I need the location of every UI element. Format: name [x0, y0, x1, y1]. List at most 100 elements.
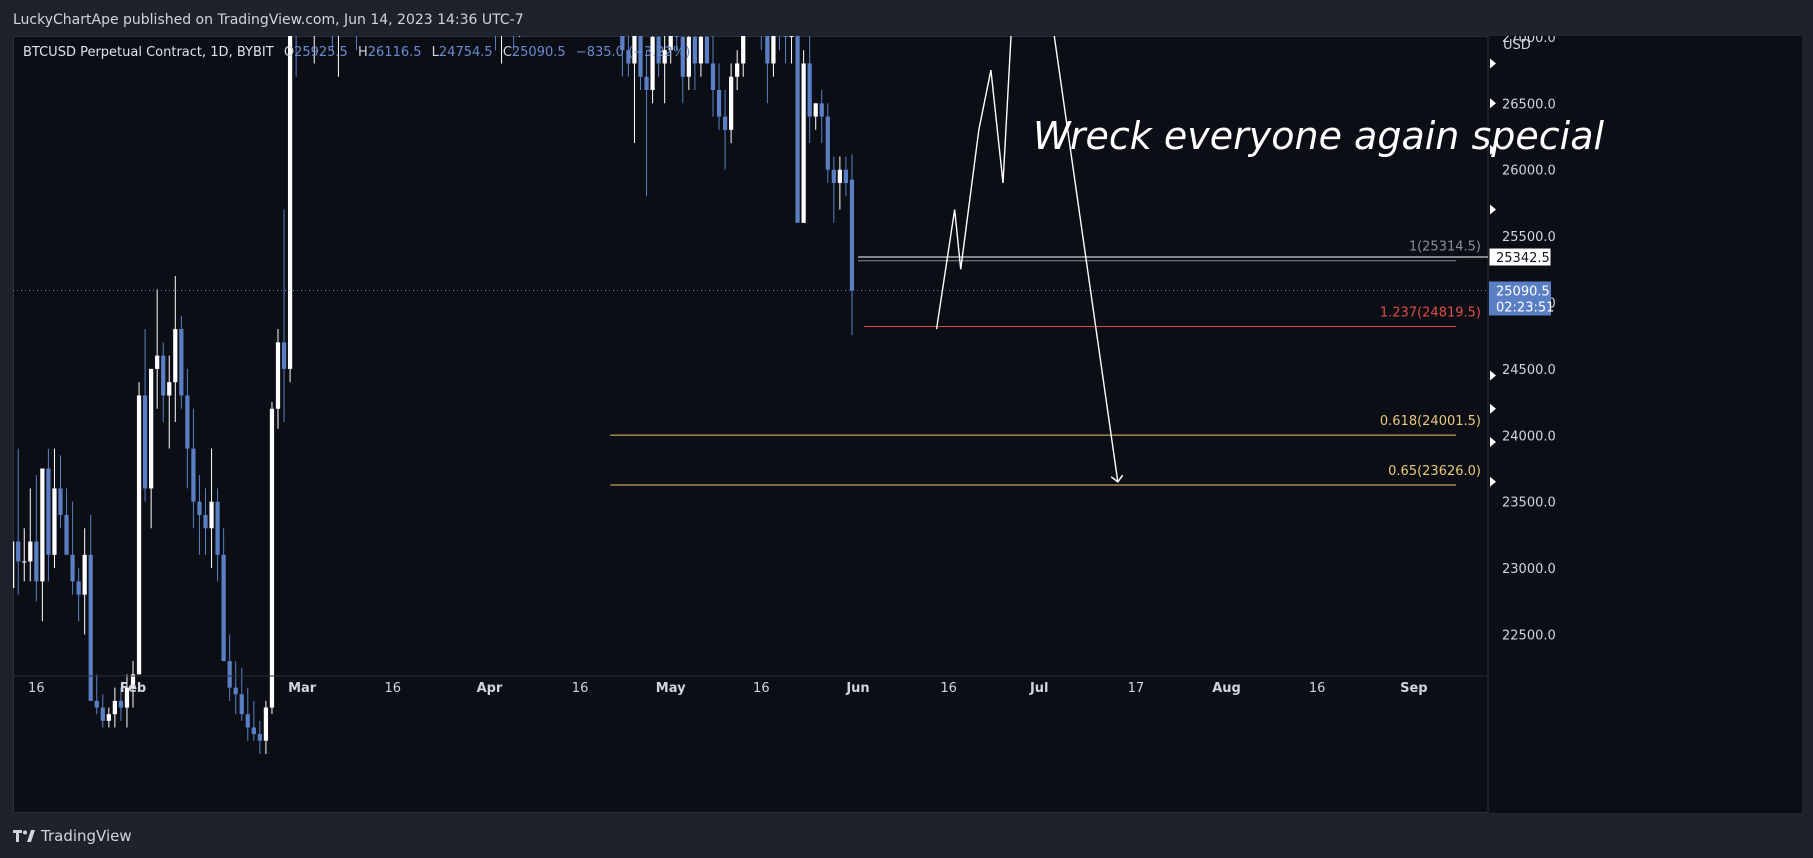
price-axis-marker-icon: [1490, 58, 1496, 69]
fib-level-label: 0.618(24001.5): [1380, 414, 1481, 429]
candle-body: [40, 468, 45, 582]
candle-body: [233, 687, 238, 695]
projection-drawing: [935, 36, 1118, 482]
candle-body: [656, 36, 661, 64]
time-tick-label: Feb: [120, 681, 146, 696]
candle-body: [765, 36, 770, 64]
candle-body: [662, 50, 667, 64]
close-label: C: [502, 45, 512, 60]
price-axis[interactable]: 31000.030500.030000.029500.029000.028500…: [858, 36, 1802, 813]
footer-brand-name: TradingView: [41, 827, 132, 845]
open-label: O: [283, 45, 295, 60]
last-price-label: 25090.5: [1496, 284, 1550, 299]
price-tick-label: 27000.0: [1502, 36, 1556, 46]
candle-body: [735, 63, 740, 77]
candle-body: [13, 541, 15, 589]
candle-body: [16, 541, 21, 562]
low-label: L: [431, 45, 439, 60]
time-tick-label: 16: [1309, 681, 1326, 696]
price-tick-label: 22500.0: [1502, 629, 1556, 644]
candle-body: [269, 408, 275, 708]
time-tick-label: Sep: [1400, 681, 1428, 696]
candle-body: [251, 727, 256, 735]
candle-body: [789, 36, 794, 37]
change-value: −835.0 (−3.22%): [575, 45, 691, 60]
published-by-header: LuckyChartApe published on TradingView.c…: [13, 12, 524, 28]
candle-body: [638, 36, 643, 77]
candle-body: [287, 36, 293, 369]
ref-price-tag[interactable]: [1488, 247, 1552, 267]
candle-body: [722, 116, 728, 130]
candle-body: [729, 76, 734, 130]
price-tick-label: 23500.0: [1502, 496, 1556, 511]
candle-body: [191, 448, 196, 502]
candle-body: [227, 661, 232, 688]
time-tick-label: 16: [753, 681, 770, 696]
price-tick-label: 25500.0: [1502, 230, 1556, 245]
time-tick-label: Aug: [1212, 681, 1241, 696]
candle-body: [28, 541, 33, 562]
candle-body: [221, 554, 226, 662]
projection-path[interactable]: [935, 36, 1118, 482]
footer-brand[interactable]: TradingView: [13, 824, 132, 848]
candle-body: [76, 581, 81, 595]
candle-body: [843, 169, 849, 183]
candle-body: [239, 694, 244, 715]
fib-level-label: 1(25314.5): [1409, 240, 1481, 255]
symbol-name[interactable]: BTCUSD Perpetual Contract, 1D, BYBIT: [23, 45, 274, 60]
candle-body: [197, 501, 202, 515]
candle-body: [783, 36, 788, 37]
candle-body: [831, 169, 836, 183]
candle-body: [771, 36, 776, 64]
time-tick-label: 16: [28, 681, 45, 696]
candle-body: [281, 342, 287, 369]
candle-body: [626, 50, 631, 64]
candle-body: [644, 76, 649, 91]
candle-body: [837, 169, 842, 183]
candle-body: [257, 734, 262, 741]
price-tick-label: 24000.0: [1502, 429, 1556, 444]
ref-price-label: 25342.5: [1496, 251, 1550, 266]
price-axis-marker-icon: [1490, 476, 1496, 487]
price-axis-background: [1488, 36, 1802, 813]
candle-body: [686, 36, 691, 77]
candle-body: [819, 103, 824, 117]
candle-body: [149, 368, 154, 489]
candle-body: [130, 674, 136, 688]
last-price-tag[interactable]: [1489, 281, 1551, 316]
time-tick-label: Mar: [288, 681, 317, 696]
candle-body: [825, 116, 830, 170]
candle-body: [849, 179, 855, 291]
price-axis-marker-icon: [1490, 403, 1496, 414]
price-axis-marker-icon: [1490, 370, 1496, 381]
close-value: 25090.5: [511, 45, 566, 60]
candle-body: [167, 382, 172, 396]
price-tick-label: 23000.0: [1502, 562, 1556, 577]
candle-body: [245, 714, 250, 728]
fib-level-label: 1.237(24819.5): [1380, 305, 1481, 320]
candle-body: [710, 63, 716, 91]
time-tick-label: 16: [572, 681, 589, 696]
countdown-label: 02:23:51: [1496, 300, 1554, 315]
candle-body: [161, 355, 166, 396]
candle-body: [142, 395, 148, 489]
time-tick-label: Apr: [477, 681, 503, 696]
candle-body: [70, 554, 75, 582]
candle-body: [46, 468, 51, 555]
candle-body: [124, 687, 130, 708]
candle-body: [179, 329, 184, 396]
candle-body: [801, 63, 806, 223]
price-axis-marker-icon: [1490, 436, 1496, 447]
candle-body: [215, 501, 220, 555]
time-axis[interactable]: 16 Feb Mar 16 Apr 16 May 16 Jun 16 Jul 17 Aug 16 Sep: [13, 675, 1488, 696]
candle-body: [173, 329, 178, 383]
candle-body: [620, 36, 625, 51]
candle-body: [209, 501, 214, 529]
high-label: H: [357, 45, 368, 60]
candle-body: [88, 554, 93, 701]
candlestick-chart[interactable]: 1.618(29123.5)1(27468.5)1(25314.5)1.237(…: [13, 36, 1802, 813]
time-tick-label: May: [656, 681, 686, 696]
candle-body: [632, 36, 637, 64]
candle-body: [203, 514, 208, 529]
price-tick-label: 24500.0: [1502, 363, 1556, 378]
